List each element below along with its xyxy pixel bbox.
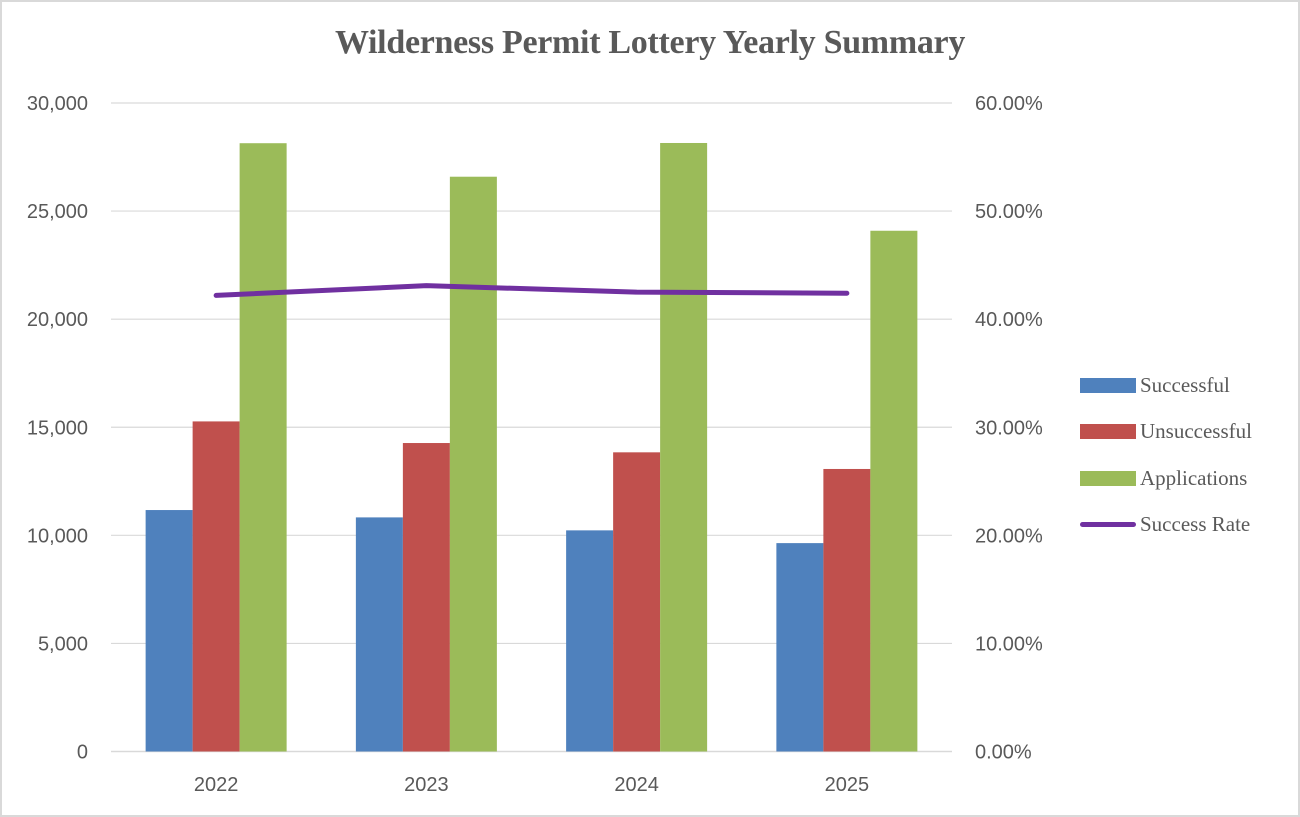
- x-axis-tick-label: 2022: [194, 774, 239, 796]
- bar-applications-2024: [660, 142, 708, 752]
- bar-unsuccessful-2025: [823, 468, 871, 752]
- legend: Successful Unsuccessful Applications Suc…: [1080, 362, 1252, 548]
- bar-unsuccessful-2022: [192, 421, 240, 752]
- legend-swatch-success-rate: [1080, 522, 1136, 528]
- bar-successful-2025: [776, 543, 824, 752]
- right-axis-tick-label: 50.00%: [975, 201, 1043, 223]
- chart-title: Wilderness Permit Lottery Yearly Summary: [334, 24, 966, 61]
- right-axis-tick-label: 0.00%: [975, 742, 1032, 764]
- right-axis-tick-label: 30.00%: [975, 417, 1043, 439]
- left-axis-tick-label: 20,000: [27, 309, 88, 331]
- right-axis-tick-label: 40.00%: [975, 309, 1043, 331]
- left-axis-tick-label: 5,000: [38, 633, 88, 655]
- left-axis-ticks: 0 5,000 10,000 15,000 20,000 25,000 30,000: [27, 93, 88, 764]
- legend-swatch-unsuccessful: [1080, 424, 1136, 440]
- legend-item-success-rate: Success Rate: [1080, 502, 1252, 549]
- legend-label: Unsuccessful: [1140, 419, 1252, 444]
- bar-applications-2023: [449, 176, 497, 752]
- x-axis-tick-label: 2023: [404, 774, 449, 796]
- legend-swatch-applications: [1080, 470, 1136, 486]
- success-rate-polyline: [213, 283, 850, 298]
- left-axis-tick-label: 10,000: [27, 525, 88, 547]
- legend-label: Successful: [1140, 372, 1230, 397]
- legend-item-applications: Applications: [1080, 455, 1252, 502]
- right-axis-tick-label: 10.00%: [975, 633, 1043, 655]
- left-axis-tick-label: 15,000: [27, 417, 88, 439]
- right-axis-tick-label: 20.00%: [975, 525, 1043, 547]
- success-rate-line: [213, 283, 850, 298]
- right-axis-ticks: 0.00% 10.00% 20.00% 30.00% 40.00% 50.00% 60.00…: [975, 93, 1043, 764]
- bar-series: [145, 142, 918, 752]
- bar-applications-2022: [239, 143, 287, 752]
- right-axis-tick-label: 60.00%: [975, 93, 1043, 115]
- legend-item-unsuccessful: Unsuccessful: [1080, 409, 1252, 456]
- bar-applications-2025: [870, 230, 918, 752]
- x-axis-tick-label: 2024: [614, 774, 659, 796]
- legend-swatch-successful: [1080, 377, 1136, 393]
- legend-item-successful: Successful: [1080, 362, 1252, 409]
- x-axis-ticks: 2022 2023 2024 2025: [194, 774, 869, 796]
- bar-successful-2023: [355, 517, 403, 752]
- legend-label: Applications: [1140, 465, 1248, 490]
- bar-unsuccessful-2024: [613, 452, 661, 752]
- bar-successful-2024: [566, 530, 614, 752]
- left-axis-tick-label: 0: [77, 742, 88, 764]
- legend-label: Success Rate: [1140, 512, 1251, 537]
- left-axis-tick-label: 30,000: [27, 93, 88, 115]
- x-axis-tick-label: 2025: [825, 774, 870, 796]
- left-axis-tick-label: 25,000: [27, 201, 88, 223]
- bar-unsuccessful-2023: [402, 443, 450, 752]
- bar-successful-2022: [145, 510, 193, 752]
